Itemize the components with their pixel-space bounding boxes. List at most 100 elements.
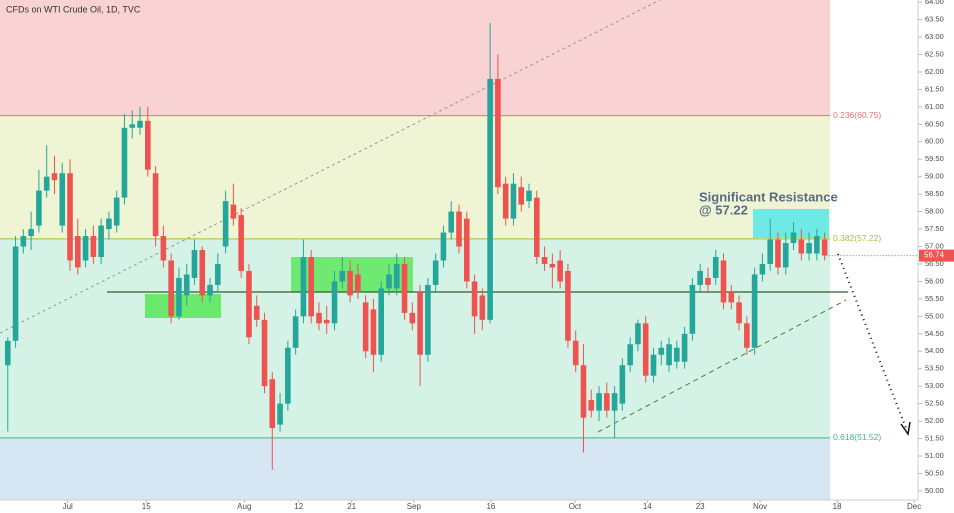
support-box <box>145 294 221 318</box>
x-tick-label: 23 <box>696 502 705 511</box>
y-tick-label: 60.00 <box>925 137 944 146</box>
candle-body <box>681 333 688 362</box>
x-tick-label: 15 <box>142 502 151 511</box>
candle-body <box>712 256 719 278</box>
candle-body <box>425 284 431 355</box>
candle-body <box>533 197 540 257</box>
last-price-label: 56.74 <box>924 251 945 260</box>
y-tick-label: 56.00 <box>925 276 944 285</box>
fib-label: 0.236(60.75) <box>833 110 881 120</box>
candle-body <box>285 347 291 404</box>
candle-body <box>67 173 73 261</box>
candle-body <box>316 312 322 324</box>
candle-body <box>689 284 696 334</box>
candle-body <box>604 393 610 411</box>
y-tick-label: 61.50 <box>925 84 944 93</box>
y-tick-label: 51.50 <box>925 434 944 443</box>
y-tick-label: 55.00 <box>925 311 944 320</box>
candle-body <box>168 260 174 317</box>
candle-body <box>642 323 649 376</box>
candle-body <box>401 263 408 313</box>
projection-arrow <box>837 253 907 429</box>
y-tick-label: 58.50 <box>925 189 944 198</box>
uptrend-line <box>597 299 847 433</box>
candle-body <box>619 365 626 404</box>
candle-body <box>541 256 548 264</box>
candles <box>4 23 828 470</box>
fib-band <box>0 238 830 438</box>
candle-body <box>98 225 104 257</box>
candle-body <box>440 232 447 261</box>
x-tick-label: 21 <box>347 502 356 511</box>
candle-body <box>191 250 198 278</box>
candle-body <box>495 78 501 188</box>
y-tick-label: 57.00 <box>925 241 944 250</box>
candle-body <box>635 323 641 345</box>
fib-band <box>0 0 830 116</box>
x-tick-label: Jul <box>63 502 73 511</box>
candle-body <box>277 403 283 425</box>
candle-body <box>487 78 493 320</box>
candle-body <box>12 246 19 341</box>
candle-body <box>261 319 268 387</box>
candle-body <box>222 201 229 247</box>
fib-band <box>0 437 830 500</box>
candle-body <box>751 274 758 348</box>
y-tick-label: 53.50 <box>925 364 944 373</box>
candle-body <box>82 236 89 261</box>
candle-body <box>230 204 237 219</box>
candle-body <box>129 124 136 128</box>
candle-body <box>471 281 478 317</box>
y-tick-label: 54.50 <box>925 329 944 338</box>
candle-body <box>806 243 812 254</box>
candle-body <box>145 120 151 170</box>
last-price-tag <box>919 249 954 262</box>
candle-body <box>393 263 400 289</box>
candle-body <box>736 302 742 324</box>
candle-body <box>658 347 665 355</box>
candle-body <box>456 211 462 247</box>
candle-body <box>798 239 805 254</box>
arrow-head <box>900 421 911 436</box>
candle-body <box>409 312 416 324</box>
candle-body <box>253 305 260 320</box>
candle-body <box>152 173 159 237</box>
candle-body <box>510 183 517 219</box>
x-tick-label: 12 <box>294 502 303 511</box>
x-tick-label: 18 <box>833 502 842 511</box>
candle-body <box>697 270 703 285</box>
x-tick-label: 14 <box>643 502 652 511</box>
candle-body <box>596 393 602 411</box>
candle-body <box>238 215 244 271</box>
candle-body <box>59 173 66 226</box>
candle-body <box>362 302 369 352</box>
candle-body <box>121 127 128 198</box>
candle-body <box>386 274 392 289</box>
candle-body <box>759 263 766 275</box>
candle-body <box>565 270 571 341</box>
candle-body <box>728 291 735 303</box>
candle-body <box>246 270 252 338</box>
y-tick-label: 61.00 <box>925 102 944 111</box>
y-tick-label: 63.50 <box>925 15 944 24</box>
candle-body <box>20 236 27 247</box>
candle-body <box>347 270 353 296</box>
candle-body <box>378 288 385 355</box>
y-tick-label: 62.00 <box>925 67 944 76</box>
candle-body <box>106 218 112 230</box>
candle-body <box>4 340 11 366</box>
candle-body <box>28 229 34 237</box>
candle-body <box>463 218 470 282</box>
candle-body <box>767 239 773 264</box>
candle-body <box>588 400 595 411</box>
y-tick-label: 56.50 <box>925 259 944 268</box>
x-tick-label: Dec <box>907 502 921 511</box>
candle-body <box>308 256 314 317</box>
candle-body <box>417 291 423 355</box>
candle-body <box>720 260 727 303</box>
y-tick-label: 59.50 <box>925 154 944 163</box>
candle-body <box>300 256 307 317</box>
candle-body <box>176 277 182 317</box>
